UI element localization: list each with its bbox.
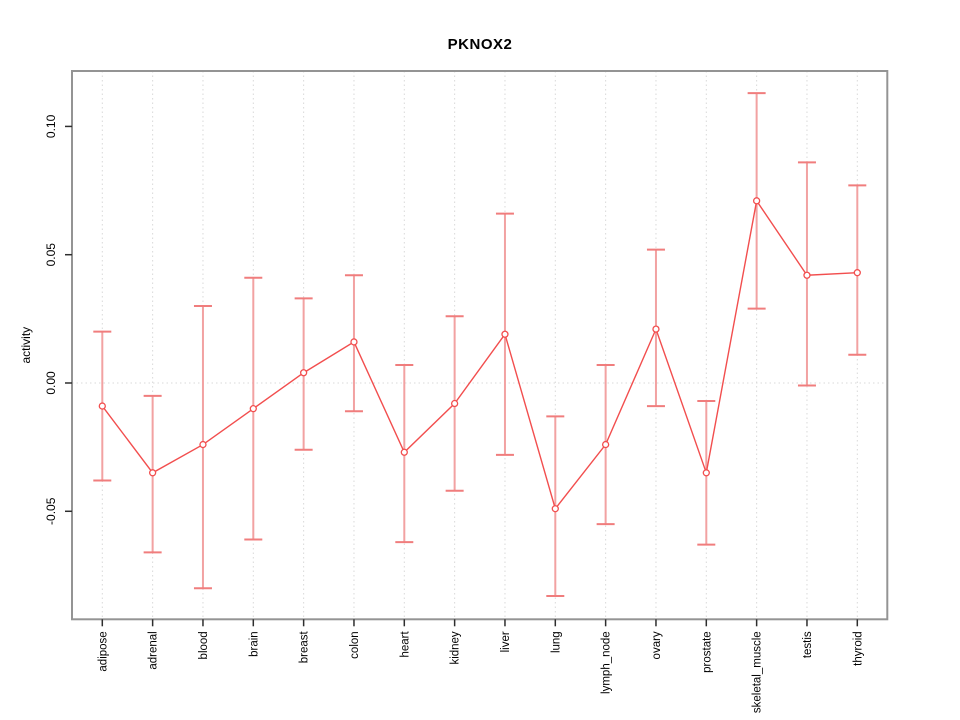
- x-tick-label: liver: [500, 631, 512, 652]
- x-tick-label: lung: [550, 631, 562, 653]
- data-point: [400, 448, 408, 456]
- y-tick-label: 0.10: [44, 114, 58, 138]
- data-point: [199, 440, 207, 449]
- data-point: [551, 505, 559, 513]
- data-point: [752, 197, 761, 205]
- plot-box: [71, 70, 889, 621]
- data-point: [249, 405, 257, 413]
- data-point: [601, 440, 610, 449]
- x-tick-label: blood: [198, 631, 210, 659]
- chart-title: PKNOX2: [447, 36, 513, 53]
- x-tick-label: brain: [248, 631, 260, 657]
- data-point: [702, 469, 710, 477]
- x-tick-label: heart: [399, 631, 411, 658]
- y-tick-label: 0.00: [44, 371, 58, 395]
- data-point: [148, 469, 157, 477]
- x-tick-label: kidney: [450, 631, 462, 664]
- x-tick-label: thyroid: [852, 631, 864, 666]
- x-tick-label: prostate: [701, 631, 713, 673]
- x-tick-label: skeletal_muscle: [752, 631, 764, 713]
- y-tick-label: 0.05: [44, 243, 58, 267]
- data-point: [501, 330, 509, 338]
- series-line: [101, 199, 858, 511]
- x-tick-label: breast: [299, 631, 311, 664]
- data-point: [652, 325, 660, 333]
- data-point: [853, 269, 861, 277]
- y-tick-label: -0.05: [44, 497, 58, 525]
- y-axis-title: activity: [19, 327, 33, 364]
- x-tick-label: lymph_node: [601, 631, 613, 694]
- data-point: [803, 271, 811, 279]
- x-tick-label: testis: [802, 631, 814, 658]
- x-tick-label: adipose: [97, 631, 109, 671]
- x-tick-label: ovary: [651, 631, 663, 659]
- x-tick-label: adrenal: [148, 631, 160, 669]
- data-point: [450, 399, 459, 408]
- x-tick-label: colon: [349, 631, 361, 659]
- data-point: [98, 402, 106, 410]
- data-point: [299, 369, 308, 377]
- data-point: [350, 338, 358, 346]
